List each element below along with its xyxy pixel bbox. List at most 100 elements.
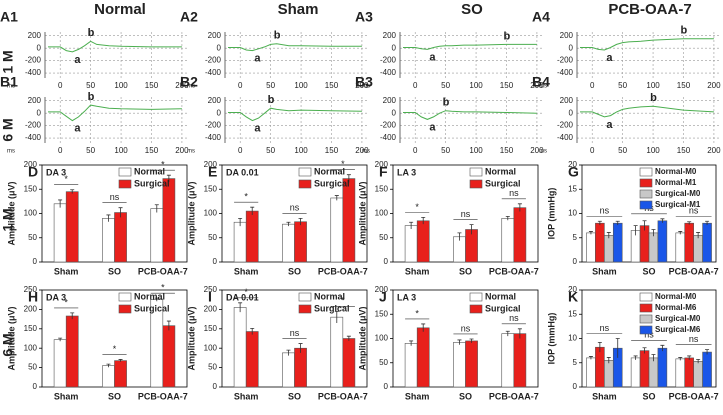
bar <box>330 316 344 388</box>
y-tick-label: -200 <box>25 121 42 130</box>
bar <box>465 340 478 388</box>
error-bar <box>615 338 620 358</box>
x-tick-label: 200 <box>175 81 189 90</box>
y-axis-label: Amplitude (μV) <box>357 181 367 245</box>
error-bar <box>505 216 510 221</box>
x-tick-label: PCB-OAA-7 <box>138 391 188 401</box>
bar <box>404 343 418 388</box>
bar <box>501 333 515 388</box>
trace-annotation: b <box>503 30 510 42</box>
y-tick-label: 0 <box>213 382 218 391</box>
y-tick-label: -200 <box>25 56 42 65</box>
x-tick-label: SO <box>288 266 301 276</box>
error-bar <box>250 206 255 215</box>
bar <box>684 357 694 388</box>
legend-label: Normal-M0 <box>655 292 697 301</box>
column-header: SO <box>461 1 483 18</box>
y-tick-label: -200 <box>380 121 397 130</box>
error-bar <box>58 199 63 208</box>
error-bar <box>250 328 255 335</box>
y-tick-label: 20 <box>568 285 577 294</box>
legend-label: Normal <box>314 166 345 176</box>
bar <box>465 229 478 263</box>
significance-label: * <box>64 174 68 184</box>
x-tick-label: 50 <box>266 81 275 90</box>
y-tick-label: 100 <box>24 343 38 352</box>
x-tick-label: SO <box>642 266 655 276</box>
panel-title: LA 3 <box>397 167 416 177</box>
bar <box>586 357 596 388</box>
trace-annotation: a <box>606 119 613 131</box>
y-tick-label: 50 <box>208 363 217 372</box>
y-tick-label: 200 <box>560 31 574 40</box>
error-bar <box>421 216 426 225</box>
significance-label: ns <box>509 188 519 198</box>
y-axis-label: Amplitude (μV) <box>6 181 16 245</box>
legend-label: Normal-M6 <box>655 303 697 312</box>
trace-annotation: a <box>429 121 436 133</box>
x-tick-label: 50 <box>266 146 275 155</box>
bar <box>702 222 712 263</box>
trace-annotation: a <box>74 54 81 66</box>
significance-label: ns <box>509 313 519 323</box>
trace-annotation: a <box>606 52 613 64</box>
y-tick-label: -400 <box>557 68 574 77</box>
y-tick-label: 150 <box>204 324 218 333</box>
x-tick-label: 200 <box>707 81 721 90</box>
x-tick-label: 0 <box>58 81 63 90</box>
y-tick-label: 200 <box>383 31 397 40</box>
legend-label: Normal <box>485 291 516 301</box>
legend-label: Surgical <box>134 303 170 313</box>
legend-label: Surgical <box>134 178 170 188</box>
y-tick-label: 0 <box>392 43 397 52</box>
y-tick-label: 150 <box>24 184 38 193</box>
y-tick-label: -200 <box>380 56 397 65</box>
x-tick-label: Sham <box>592 266 617 276</box>
error-bar <box>651 229 656 237</box>
bar <box>595 222 605 263</box>
legend-swatch <box>118 167 132 177</box>
column-header: Sham <box>278 1 319 18</box>
x-tick-label: 0 <box>413 146 418 155</box>
y-tick-label: 200 <box>204 160 218 169</box>
significance-label: * <box>244 287 248 297</box>
legend-label: Normal <box>485 166 516 176</box>
y-tick-label: -200 <box>205 121 222 130</box>
legend-swatch <box>298 179 312 189</box>
bar <box>233 307 247 388</box>
y-tick-label: 0 <box>33 382 38 391</box>
error-bar <box>238 302 243 313</box>
y-tick-label: 0 <box>573 257 578 266</box>
y-tick-label: 200 <box>24 160 38 169</box>
error-bar <box>154 204 159 213</box>
bar <box>102 365 115 388</box>
legend-swatch <box>469 179 483 189</box>
column-header: Normal <box>94 1 146 18</box>
legend-label: Surgical-M0 <box>655 314 701 323</box>
bar <box>453 342 466 388</box>
legend-swatch <box>469 292 483 302</box>
x-tick-label: 200 <box>530 81 544 90</box>
y-tick-label: 0 <box>37 43 42 52</box>
y-tick-label: 200 <box>204 305 218 314</box>
x-tick-label: SO <box>108 391 121 401</box>
significance-label: * <box>64 297 68 307</box>
y-tick-label: 200 <box>383 96 397 105</box>
panel-label: G <box>568 164 579 180</box>
x-tick-label: 200 <box>530 146 544 155</box>
bar <box>114 360 127 388</box>
error-bar <box>517 328 522 339</box>
trace-annotation: b <box>268 94 275 106</box>
bar <box>294 221 307 263</box>
y-tick-label: -400 <box>205 133 222 142</box>
error-bar <box>642 347 647 354</box>
y-tick-label: 50 <box>28 363 37 372</box>
bar <box>604 360 614 388</box>
x-tick-label: 0 <box>58 146 63 155</box>
panel-label: B4 <box>532 74 550 90</box>
bar <box>684 222 694 263</box>
x-tick-label: 50 <box>86 81 95 90</box>
y-tick-label: 15 <box>568 184 577 193</box>
y-tick-label: 250 <box>204 285 218 294</box>
y-tick-label: 150 <box>24 324 38 333</box>
